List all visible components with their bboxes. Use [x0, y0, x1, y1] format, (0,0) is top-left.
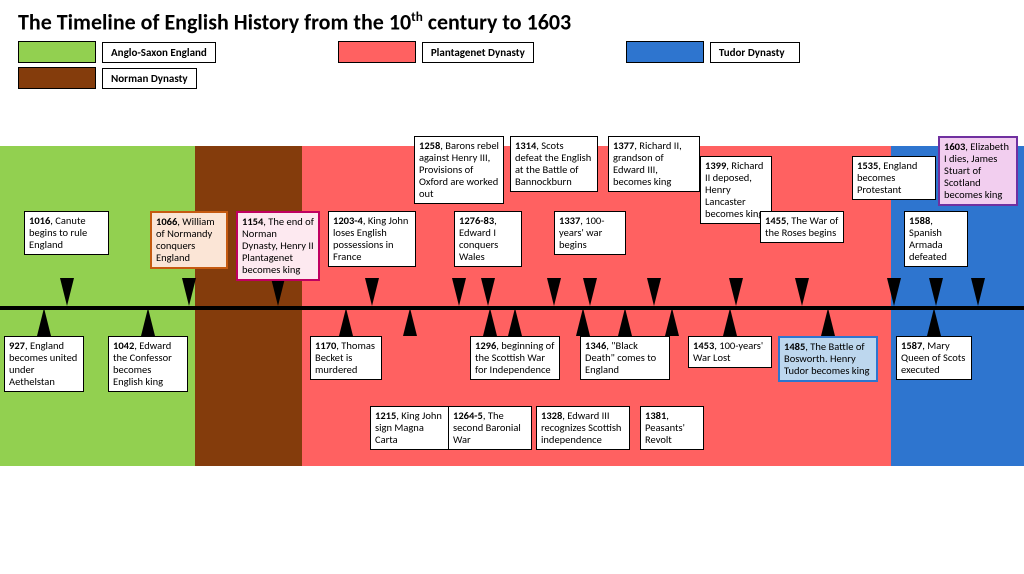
event-box: 1337, 100-years' war begins [554, 211, 626, 255]
event-arrow [723, 308, 737, 336]
legend-swatch [18, 41, 96, 63]
event-box: 1276-83, Edward I conquers Wales [454, 211, 522, 267]
title-prefix: The Timeline of English History from the… [18, 8, 411, 35]
event-box: 1264-5, The second Baronial War [448, 406, 532, 450]
legend-swatch [338, 41, 416, 63]
event-box: 927, England becomes united under Aethel… [4, 336, 84, 392]
title-sup: th [411, 8, 423, 25]
event-box: 1381, Peasants' Revolt [640, 406, 704, 450]
event-arrow [60, 278, 74, 306]
event-arrow [37, 308, 51, 336]
event-box: 1296, beginning of the Scottish War for … [470, 336, 560, 380]
event-box: 1328, Edward III recognizes Scottish ind… [536, 406, 630, 450]
event-arrow [403, 308, 417, 336]
event-arrow [339, 308, 353, 336]
event-box: 1154, The end of Norman Dynasty, Henry I… [236, 211, 320, 281]
event-arrow [576, 308, 590, 336]
event-arrow [271, 278, 285, 306]
event-box: 1603, Elizabeth I dies, James Stuart of … [938, 136, 1018, 206]
event-arrow [365, 278, 379, 306]
event-box: 1016, Canute begins to rule England [24, 211, 109, 255]
event-arrow [141, 308, 155, 336]
event-box: 1203-4, King John loses English possessi… [328, 211, 416, 267]
timeline: 927, England becomes united under Aethel… [0, 146, 1024, 566]
event-arrow [452, 278, 466, 306]
event-arrow [583, 278, 597, 306]
legend: Anglo-Saxon England Plantagenet Dynasty Tu… [0, 39, 1024, 91]
event-box: 1377, Richard II, grandson of Edward III… [608, 136, 700, 192]
event-box: 1066, William of Normandy conquers Engla… [150, 211, 228, 269]
event-box: 1455, The War of the Roses begins [760, 211, 844, 243]
legend-label: Plantagenet Dynasty [422, 42, 534, 63]
event-arrow [547, 278, 561, 306]
event-arrow [927, 308, 941, 336]
event-box: 1485, The Battle of Bosworth. Henry Tudo… [778, 336, 878, 382]
event-arrow [795, 278, 809, 306]
event-box: 1215, King John sign Magna Carta [370, 406, 450, 450]
event-arrow [618, 308, 632, 336]
event-arrow [481, 278, 495, 306]
title-suffix: century to 1603 [423, 8, 571, 35]
event-arrow [929, 278, 943, 306]
legend-swatch [626, 41, 704, 63]
event-arrow [182, 278, 196, 306]
event-box: 1314, Scots defeat the English at the Ba… [510, 136, 598, 192]
event-arrow [729, 278, 743, 306]
event-box: 1535, England becomes Protestant [852, 156, 936, 200]
event-arrow [971, 278, 985, 306]
event-arrow [483, 308, 497, 336]
event-box: 1587, Mary Queen of Scots executed [896, 336, 972, 380]
event-box: 1588, Spanish Armada defeated [904, 211, 968, 267]
event-box: 1042, Edward the Confessor becomes Engli… [108, 336, 188, 392]
legend-label: Norman Dynasty [102, 68, 197, 89]
legend-swatch [18, 67, 96, 89]
event-arrow [647, 278, 661, 306]
event-box: 1346, "Black Death" comes to England [580, 336, 670, 380]
legend-label: Anglo-Saxon England [102, 42, 216, 63]
event-arrow [887, 278, 901, 306]
event-box: 1453, 100-years' War Lost [688, 336, 772, 368]
legend-label: Tudor Dynasty [710, 42, 800, 63]
event-box: 1170, Thomas Becket is murdered [310, 336, 382, 380]
event-arrow [665, 308, 679, 336]
event-box: 1258, Barons rebel against Henry III, Pr… [414, 136, 504, 204]
event-arrow [508, 308, 522, 336]
event-arrow [821, 308, 835, 336]
page-title: The Timeline of English History from the… [0, 0, 1024, 39]
